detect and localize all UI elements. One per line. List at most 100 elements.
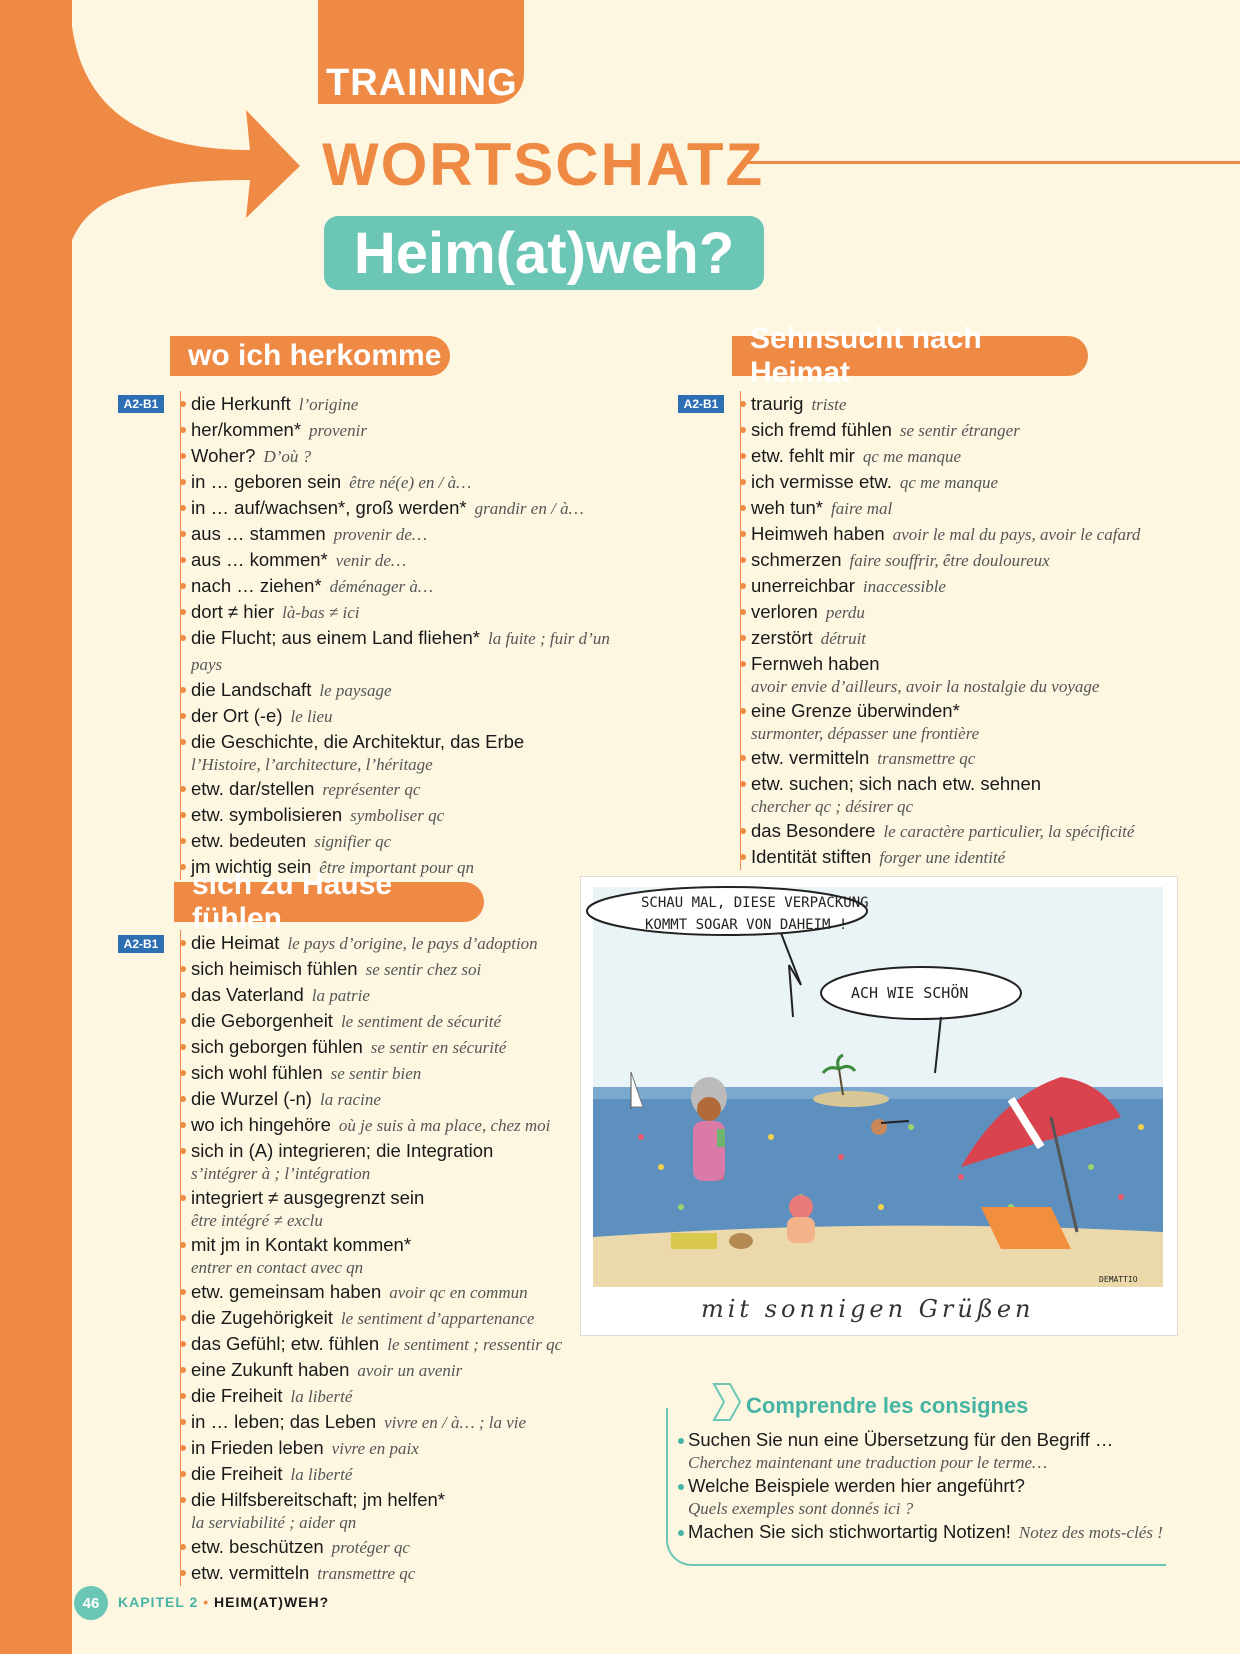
consigne-item: Machen Sie sich stichwortartig Notizen! N…	[678, 1520, 1208, 1545]
term-de: in … geboren sein	[191, 471, 342, 492]
vocab-item: etw. dar/stellen représenter qc	[180, 776, 631, 802]
vocab-item: die Flucht; aus einem Land fliehen* la fu…	[180, 625, 631, 677]
term-de: in … auf/wachsen*, groß werden*	[191, 497, 467, 518]
term-de: die Geschichte, die Architektur, das Erb…	[191, 731, 525, 752]
term-fr: surmonter, dépasser une frontière	[751, 724, 980, 743]
term-de: ich vermisse etw.	[751, 471, 892, 492]
term-fr: qc me manque	[899, 473, 999, 492]
bullet-icon	[180, 1367, 186, 1373]
term-de: aus … stammen	[191, 523, 326, 544]
bullet-icon	[180, 1544, 186, 1550]
vocab-item: sich wohl fühlen se sentir bien	[180, 1060, 611, 1086]
consigne-fr: Notez des mots-clés !	[1018, 1523, 1163, 1542]
training-tab	[318, 0, 524, 104]
term-fr: se sentir étranger	[899, 421, 1020, 440]
term-de: nach … ziehen*	[191, 575, 322, 596]
term-de: die Hilfsbereitschaft; jm helfen*	[191, 1489, 445, 1510]
term-de: etw. vermitteln	[191, 1562, 310, 1583]
term-fr: transmettre qc	[877, 749, 976, 768]
cartoon-image: SCHAU MAL, DIESE VERPACKUNG KOMMT SOGAR …	[580, 876, 1178, 1336]
bullet-icon	[180, 1242, 186, 1248]
term-fr: la liberté	[290, 1387, 353, 1406]
term-de: die Flucht; aus einem Land fliehen*	[191, 627, 480, 648]
term-fr: la racine	[319, 1090, 381, 1109]
bullet-icon	[740, 781, 746, 787]
term-de: weh tun*	[751, 497, 823, 518]
bullet-icon	[740, 661, 746, 667]
heading-herkomme: wo ich herkomme	[170, 336, 450, 376]
term-fr: être intégré ≠ exclu	[191, 1211, 323, 1230]
term-de: die Wurzel (-n)	[191, 1088, 312, 1109]
term-de: die Freiheit	[191, 1385, 283, 1406]
consignes-frame	[666, 1408, 1166, 1566]
vocab-item: her/kommen* provenir	[180, 417, 631, 443]
bullet-icon	[180, 786, 186, 792]
vocab-item: sich in (A) integrieren; die Integration…	[180, 1138, 611, 1185]
term-de: in … leben; das Leben	[191, 1411, 377, 1432]
vocab-item: traurig triste	[740, 391, 1231, 417]
bullet-icon	[740, 557, 746, 563]
bullet-icon	[180, 1070, 186, 1076]
term-de: in Frieden leben	[191, 1437, 324, 1458]
vocab-item: Woher? D’où ?	[180, 443, 631, 469]
bullet-icon	[180, 1096, 186, 1102]
vocab-item: ich vermisse etw. qc me manque	[740, 469, 1231, 495]
bullet-icon	[740, 828, 746, 834]
term-de: etw. suchen; sich nach etw. sehnen	[751, 773, 1042, 794]
heading-zuhause: sich zu Hause fühlen	[174, 868, 484, 935]
term-de: etw. gemeinsam haben	[191, 1281, 382, 1302]
bullet-icon	[180, 713, 186, 719]
term-fr: la patrie	[311, 986, 370, 1005]
term-fr: le sentiment d’appartenance	[340, 1309, 535, 1328]
cartoon-signature: DEMATTIO	[1099, 1275, 1138, 1284]
vocab-item: etw. fehlt mir qc me manque	[740, 443, 1231, 469]
term-fr: avoir qc en commun	[389, 1283, 528, 1302]
bullet-icon	[678, 1530, 684, 1536]
term-de: die Herkunft	[191, 393, 291, 414]
vocab-item: in … geboren sein être né(e) en / à…	[180, 469, 631, 495]
consignes-list: Suchen Sie nun eine Übersetzung für den …	[678, 1428, 1208, 1545]
title-rule	[742, 161, 1240, 164]
term-de: sich heimisch fühlen	[191, 958, 358, 979]
bullet-icon	[180, 966, 186, 972]
vocab-item: weh tun* faire mal	[740, 495, 1231, 521]
vocab-item: etw. bedeuten signifier qc	[180, 828, 631, 854]
term-fr: avoir le mal du pays, avoir le cafard	[892, 525, 1141, 544]
bullet-icon	[740, 505, 746, 511]
vocab-item: aus … kommen* venir de…	[180, 547, 631, 573]
bullet-icon	[740, 401, 746, 407]
term-de: die Freiheit	[191, 1463, 283, 1484]
consigne-de: Welche Beispiele werden hier angeführt?	[688, 1475, 1025, 1496]
vocab-list-sehnsucht: traurig triste sich fremd fühlen se sentir …	[740, 391, 1231, 870]
bullet-icon	[180, 635, 186, 641]
vocab-item: dort ≠ hier là-bas ≠ ici	[180, 599, 631, 625]
term-fr: provenir de…	[333, 525, 428, 544]
term-de: etw. beschützen	[191, 1536, 324, 1557]
term-de: dort ≠ hier	[191, 601, 275, 622]
bullet-icon	[180, 1341, 186, 1347]
term-fr: le paysage	[319, 681, 392, 700]
bullet-icon	[180, 1148, 186, 1154]
term-de: die Landschaft	[191, 679, 312, 700]
vocab-item: etw. gemeinsam haben avoir qc en commun	[180, 1279, 611, 1305]
bullet-icon	[180, 1122, 186, 1128]
term-de: Heimweh haben	[751, 523, 885, 544]
bullet-icon	[740, 609, 746, 615]
term-de: etw. fehlt mir	[751, 445, 855, 466]
vocab-item: eine Grenze überwinden* surmonter, dépass…	[740, 698, 1231, 745]
term-fr: signifier qc	[314, 832, 392, 851]
term-de: die Zugehörigkeit	[191, 1307, 333, 1328]
vocab-item: die Geschichte, die Architektur, das Erb…	[180, 729, 631, 776]
vocab-item: Identität stiften forger une identité	[740, 844, 1231, 870]
term-fr: être né(e) en / à…	[349, 473, 472, 492]
bullet-icon	[180, 739, 186, 745]
term-fr: qc me manque	[862, 447, 962, 466]
bullet-icon	[740, 755, 746, 761]
term-fr: venir de…	[335, 551, 407, 570]
vocab-item: integriert ≠ ausgegrenzt sein être intégr…	[180, 1185, 611, 1232]
term-fr: vivre en paix	[331, 1439, 419, 1458]
vocab-item: jm wichtig sein être important pour qn	[180, 854, 631, 880]
footer-chapter-label: KAPITEL 2	[118, 1594, 199, 1610]
term-de: Identität stiften	[751, 846, 872, 867]
vocab-item: Fernweh haben avoir envie d’ailleurs, avo…	[740, 651, 1231, 698]
